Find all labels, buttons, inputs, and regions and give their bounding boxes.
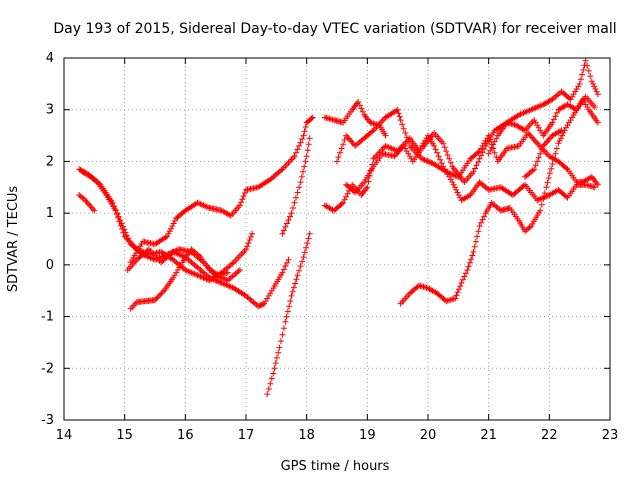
series-track-g	[264, 230, 313, 398]
x-tick-label: 20	[420, 428, 437, 443]
plot-frame	[63, 57, 611, 421]
marker-path	[76, 192, 98, 214]
x-tick-label: 16	[177, 428, 194, 443]
y-tick-label: -3	[41, 413, 54, 428]
marker-path	[264, 230, 313, 398]
plot-area	[76, 57, 601, 398]
series-track-h	[279, 135, 313, 237]
marker-path	[343, 57, 601, 196]
series-track-d	[124, 246, 292, 310]
x-tick-label: 15	[116, 428, 133, 443]
y-tick-label: 3	[46, 103, 54, 118]
x-tick-label: 21	[480, 428, 497, 443]
x-tick-label: 17	[238, 428, 255, 443]
y-axis-label: SDTVAR / TECUs	[6, 186, 21, 293]
series-track-f	[127, 114, 316, 266]
series-track-k	[334, 106, 601, 188]
x-tick-label: 18	[298, 428, 315, 443]
series-track-o	[522, 127, 565, 180]
marker-path	[124, 246, 292, 310]
marker-path	[522, 127, 565, 180]
x-tick-label: 19	[359, 428, 376, 443]
y-tick-label: 0	[46, 258, 54, 273]
marker-path	[485, 93, 598, 157]
series-track-e	[127, 246, 231, 312]
series-track-n	[485, 93, 598, 157]
y-tick-label: 4	[46, 51, 54, 66]
y-tick-label: -2	[41, 361, 54, 376]
series-track-l	[343, 57, 601, 196]
chart-title: Day 193 of 2015, Sidereal Day-to-day VTE…	[53, 21, 616, 37]
grid	[64, 58, 610, 420]
marker-path	[79, 168, 243, 284]
marker-path	[321, 99, 389, 139]
marker-path	[279, 135, 313, 237]
x-tick-label: 22	[541, 428, 558, 443]
series-track-a	[76, 166, 256, 284]
y-tick-label: 1	[46, 206, 54, 221]
y-tick-label: -1	[41, 310, 54, 325]
series-track-i	[321, 99, 389, 139]
marker-path	[127, 246, 231, 312]
series-track-c	[76, 192, 98, 214]
x-tick-label: 14	[56, 428, 73, 443]
series-track-b	[79, 168, 243, 284]
marker-path	[127, 114, 316, 266]
x-axis-label: GPS time / hours	[281, 459, 390, 474]
x-tick-label: 23	[602, 428, 619, 443]
marker-path	[334, 106, 601, 188]
y-tick-label: 2	[46, 154, 54, 169]
marker-path	[76, 166, 256, 284]
